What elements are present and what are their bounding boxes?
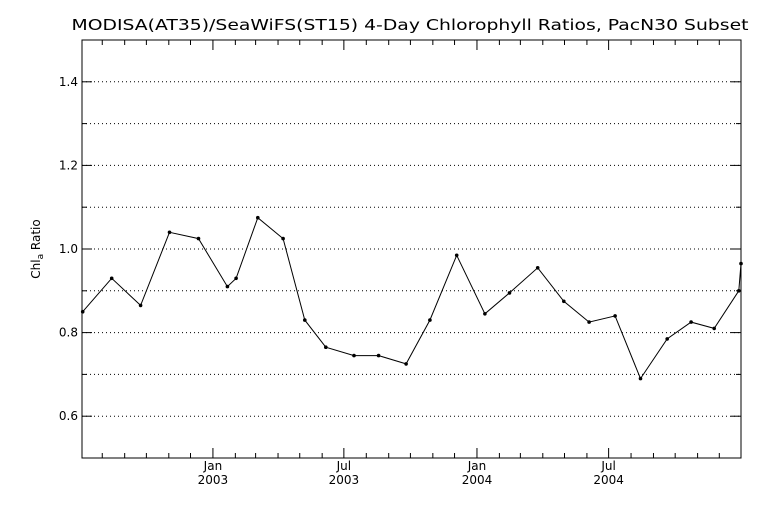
data-point [352,353,356,358]
data-point [255,215,260,220]
data-point [428,318,432,322]
y-tick-label: 0.6 [59,409,78,423]
data-point [665,337,669,341]
y-tick-label: 1.4 [59,75,78,89]
data-series [80,215,743,381]
data-point [535,266,540,270]
y-tick-label: 0.8 [59,326,78,340]
data-point [234,276,238,281]
chart-title: MODISA(AT35)/SeaWiFS(ST15) 4-Day Chlorop… [72,16,749,34]
data-point [404,362,408,366]
x-tick-label-month: Jan [467,459,487,473]
x-tick-label-year: 2003 [198,473,229,487]
data-point [483,312,487,316]
grid-lines [82,81,741,417]
data-point [562,299,566,304]
data-point [587,320,591,324]
x-tick-label-month: Jul [336,459,351,473]
tick-labels: 0.60.81.01.21.4Jan2003Jul2003Jan2004Jul2… [59,75,624,487]
data-point [138,303,143,308]
data-point [454,253,459,258]
plot-frame [81,39,742,459]
data-point [303,318,307,322]
data-point [689,320,693,324]
x-tick-label-month: Jan [203,459,223,473]
data-point [613,314,617,318]
y-tick-label: 1.0 [59,242,78,256]
data-point [376,353,381,358]
data-point [196,236,201,241]
x-tick-label-year: 2004 [462,473,493,487]
y-axis-label: Chla Ratio [29,219,46,278]
y-axis-label-main: Chl [29,259,43,278]
y-axis-label-subscript: a [36,254,46,260]
data-point [167,230,172,235]
series-line [82,216,742,380]
data-point [324,345,328,350]
y-tick-label: 1.2 [59,158,78,172]
data-point [638,376,643,381]
data-point [80,309,85,314]
data-point [109,276,114,281]
data-point [281,236,285,241]
x-tick-label-year: 2003 [329,473,360,487]
data-point [225,284,230,289]
x-tick-label-month: Jul [600,459,615,473]
data-point [737,289,741,293]
data-point [712,326,716,331]
data-point [507,291,512,295]
x-tick-label-year: 2004 [593,473,624,487]
y-axis-label-rest: Ratio [29,219,43,254]
